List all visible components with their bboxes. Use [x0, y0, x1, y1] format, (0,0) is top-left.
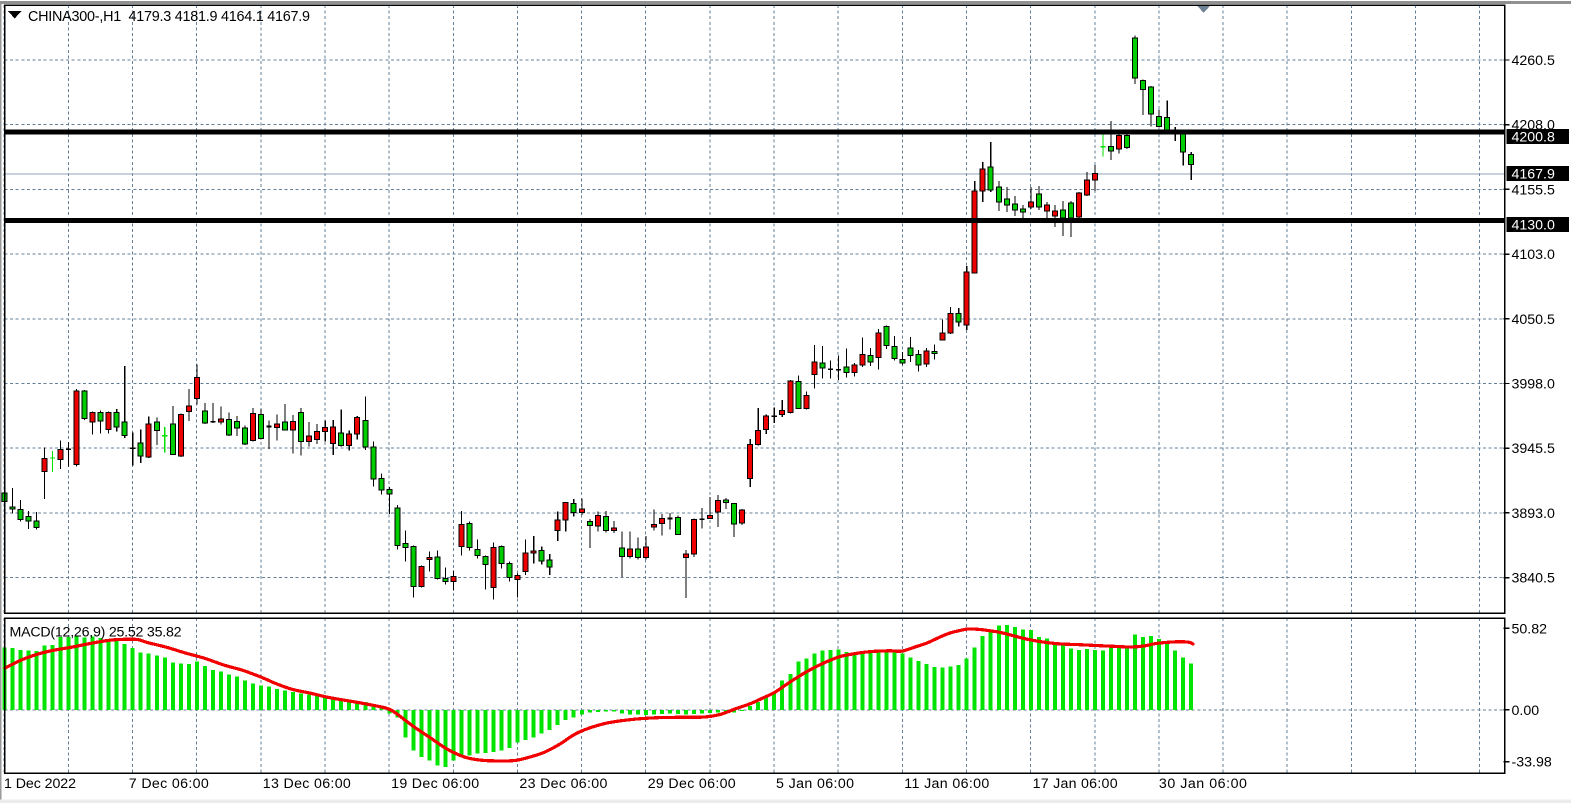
svg-text:17 Jan 06:00: 17 Jan 06:00 [1033, 776, 1118, 792]
svg-text:CHINA300-,H1 4179.3 4181.9 41: CHINA300-,H1 4179.3 4181.9 4164.1 4167.9 [28, 9, 310, 25]
svg-text:MACD(12,26,9) 25.52 35.82: MACD(12,26,9) 25.52 35.82 [10, 625, 182, 641]
svg-text:29 Dec 06:00: 29 Dec 06:00 [648, 776, 736, 792]
svg-text:19 Dec 06:00: 19 Dec 06:00 [391, 776, 479, 792]
svg-text:3945.5: 3945.5 [1512, 441, 1556, 457]
svg-text:3840.5: 3840.5 [1512, 571, 1556, 587]
svg-text:23 Dec 06:00: 23 Dec 06:00 [519, 776, 607, 792]
svg-text:-33.98: -33.98 [1512, 755, 1552, 771]
svg-text:3893.0: 3893.0 [1512, 506, 1556, 522]
svg-text:4130.0: 4130.0 [1512, 218, 1556, 234]
svg-text:3998.0: 3998.0 [1512, 377, 1556, 393]
svg-text:4103.0: 4103.0 [1512, 247, 1556, 263]
svg-text:5 Jan 06:00: 5 Jan 06:00 [776, 776, 854, 792]
svg-text:11 Jan 06:00: 11 Jan 06:00 [904, 776, 989, 792]
svg-text:1 Dec 2022: 1 Dec 2022 [4, 776, 76, 792]
svg-text:4200.8: 4200.8 [1512, 130, 1556, 146]
svg-text:4260.5: 4260.5 [1512, 53, 1556, 69]
svg-text:4167.9: 4167.9 [1512, 167, 1556, 183]
svg-text:4050.5: 4050.5 [1512, 312, 1556, 328]
svg-text:0.00: 0.00 [1512, 703, 1540, 719]
svg-text:50.82: 50.82 [1512, 621, 1548, 637]
svg-text:30 Jan 06:00: 30 Jan 06:00 [1159, 776, 1247, 792]
svg-text:13 Dec 06:00: 13 Dec 06:00 [263, 776, 351, 792]
svg-text:7 Dec 06:00: 7 Dec 06:00 [129, 776, 209, 792]
svg-text:4155.5: 4155.5 [1512, 182, 1556, 198]
